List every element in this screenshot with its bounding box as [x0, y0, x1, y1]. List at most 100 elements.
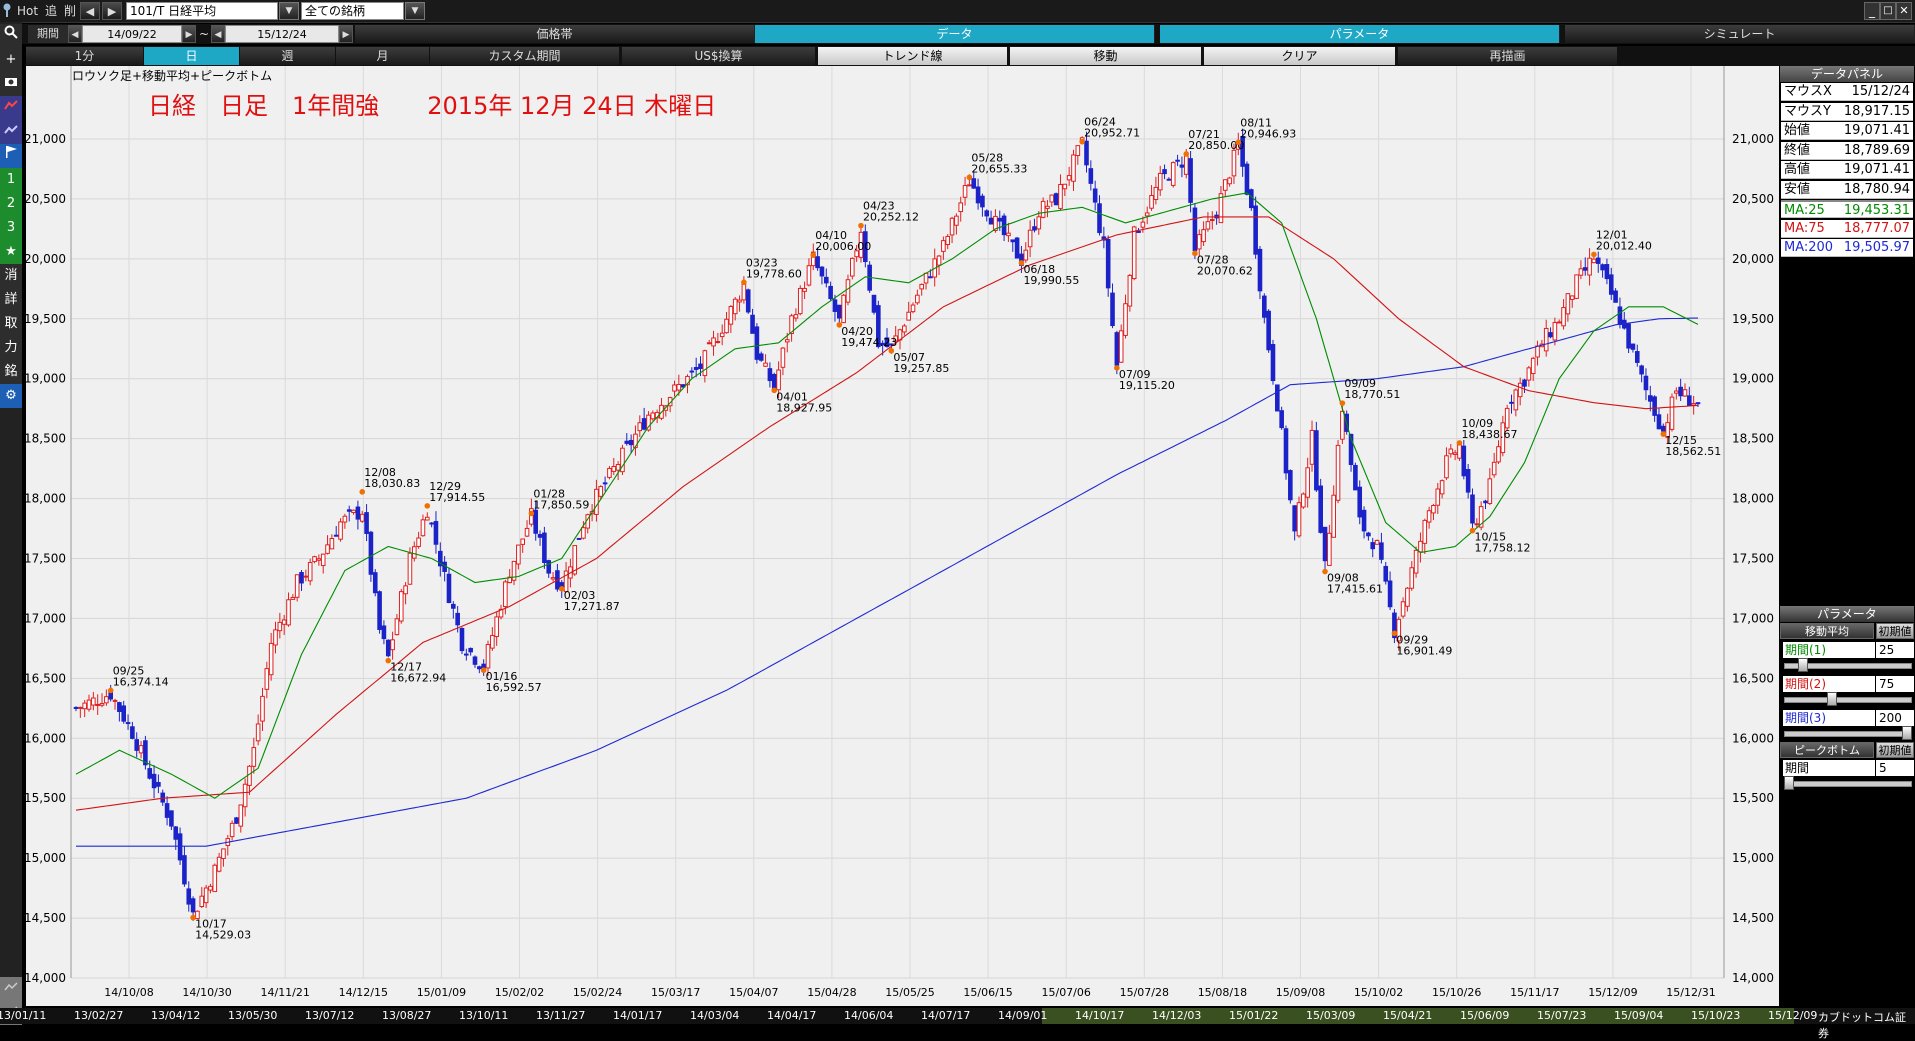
data-row: MA:200 19,505.97 [1781, 239, 1913, 257]
period1-slider[interactable] [1784, 663, 1912, 669]
tab-main-1[interactable]: データ [755, 25, 1155, 43]
period-start-prev-button[interactable]: ◀ [68, 25, 82, 43]
minimize-icon[interactable]: _ [1864, 2, 1880, 20]
chart-area[interactable]: 21,000 21,000 20,500 20,500 20,000 20,000 19,5… [24, 66, 1779, 1006]
peak-bottom-marker [1322, 568, 1328, 575]
pb-period-slider[interactable] [1784, 781, 1912, 787]
left-tool-8[interactable]: 3 [0, 216, 22, 240]
y-tick-label-right: 14,500 [1732, 911, 1774, 925]
peak-bottom-marker [1114, 365, 1120, 371]
maximize-icon[interactable]: □ [1880, 2, 1896, 20]
candle-body [1196, 234, 1202, 250]
tab-interval-2[interactable]: 週 [240, 47, 336, 65]
left-tool-4[interactable] [0, 120, 22, 144]
candle-body [490, 635, 495, 649]
candle-body [1396, 618, 1402, 642]
candle-body [1608, 274, 1614, 295]
candle-body [962, 185, 968, 198]
period1-input[interactable]: 25 [1876, 642, 1914, 658]
period2-slider[interactable] [1784, 697, 1912, 703]
tab-action-1[interactable]: US$換算 [622, 47, 816, 65]
left-tool-9[interactable]: ★ [0, 240, 22, 264]
period-end-next-button[interactable]: ▶ [339, 25, 353, 43]
candle-body [1491, 461, 1497, 476]
left-tool-10[interactable]: 消 [0, 264, 22, 288]
left-tool-11[interactable]: 詳 [0, 288, 22, 312]
candle-body [1643, 375, 1649, 391]
tab-action-3[interactable]: 移動 [1010, 47, 1202, 65]
x-tick-label: 15/11/17 [1510, 986, 1559, 999]
left-tool-15[interactable]: ⚙ [0, 384, 22, 408]
add-button[interactable]: 追 [45, 4, 58, 18]
period1-slider-thumb[interactable] [1798, 658, 1809, 672]
overview-date-label: 13/05/30 [228, 1009, 278, 1022]
period-start-next-button[interactable]: ▶ [182, 25, 196, 43]
tab-interval-1[interactable]: 日 [144, 47, 240, 65]
left-tool-1[interactable]: + [0, 48, 22, 72]
delete-button[interactable]: 削 [64, 4, 77, 18]
candle-body [854, 250, 859, 258]
prev-symbol-button[interactable]: ◀ [80, 2, 100, 20]
candle-body [771, 374, 777, 390]
symbol-dropdown-button[interactable]: ▼ [279, 2, 299, 20]
close-icon[interactable]: ✕ [1896, 2, 1912, 20]
tab-main-2[interactable]: パラメータ [1160, 25, 1560, 43]
left-tool-3[interactable] [0, 96, 22, 120]
tab-action-0[interactable]: カスタム期間 [430, 47, 620, 65]
pb-period-input[interactable]: 5 [1876, 760, 1914, 776]
candlestick-chart[interactable]: 21,000 21,000 20,500 20,500 20,000 20,000 19,5… [24, 66, 1779, 1006]
tab-main-0[interactable]: 価格帯 [355, 25, 755, 43]
chart-mini-icon[interactable] [0, 977, 22, 1001]
hot-button[interactable]: Hot [17, 4, 39, 18]
period3-slider[interactable] [1784, 731, 1912, 737]
next-symbol-button[interactable]: ▶ [102, 2, 122, 20]
period2-slider-thumb[interactable] [1827, 692, 1838, 706]
candle-body [858, 231, 864, 258]
left-tool-0[interactable] [0, 24, 22, 48]
period-end-field[interactable]: 15/12/24 [225, 25, 339, 43]
overview-highlight[interactable] [1042, 1008, 1794, 1024]
left-tool-label: 消 [4, 268, 18, 283]
left-tool-12[interactable]: 取 [0, 312, 22, 336]
left-tool-5[interactable] [0, 144, 22, 168]
period3-slider-thumb[interactable] [1901, 726, 1912, 740]
ma-reset-button[interactable]: 初期値 [1876, 623, 1914, 639]
period2-input[interactable]: 75 [1876, 676, 1914, 692]
candle-body [134, 739, 140, 751]
candle-body [156, 782, 161, 787]
candle-body [268, 642, 274, 676]
tab-interval-3[interactable]: 月 [336, 47, 430, 65]
left-tool-2[interactable] [0, 72, 22, 96]
filter-dropdown-button[interactable]: ▼ [405, 2, 425, 20]
tab-main-3[interactable]: シミュレート [1565, 25, 1915, 43]
candle-body [1296, 502, 1302, 537]
left-tool-6[interactable]: 1 [0, 168, 22, 192]
tab-interval-0[interactable]: 1分 [26, 47, 144, 65]
symbol-field[interactable]: 101/T 日経平均 [126, 2, 278, 20]
candle-body [1526, 367, 1532, 381]
pb-period-slider-thumb[interactable] [1784, 776, 1794, 790]
candle-body [1179, 164, 1185, 168]
filter-field[interactable]: 全ての銘柄 [301, 2, 404, 20]
tab-action-5[interactable]: 再描画 [1398, 47, 1618, 65]
period3-input[interactable]: 200 [1876, 710, 1914, 726]
candle-body [676, 383, 682, 391]
tab-action-4[interactable]: クリア [1204, 47, 1396, 65]
overview-axis[interactable]: 13/01/11 13/02/27 13/04/12 13/05/30 13/07/12… [0, 1008, 1915, 1040]
left-tool-14[interactable]: 銘 [0, 360, 22, 384]
left-tool-7[interactable]: 2 [0, 192, 22, 216]
candle-body [1331, 494, 1337, 538]
left-tool-13[interactable]: 力 [0, 336, 22, 360]
ma25-line [75, 192, 1699, 799]
period-end-prev-button[interactable]: ◀ [211, 25, 225, 43]
candle-body [1535, 345, 1540, 358]
y-tick-label-right: 16,000 [1732, 731, 1774, 745]
candle-body [1244, 163, 1250, 195]
interval-bar: 1分日週月カスタム期間 US$換算 トレンド線 移動 クリア 再描画 [26, 46, 1915, 66]
candle-body [1322, 526, 1328, 562]
tab-action-2[interactable]: トレンド線 [818, 47, 1008, 65]
period-start-field[interactable]: 14/09/22 [82, 25, 182, 43]
candle-body [1669, 396, 1675, 430]
candle-body [307, 562, 313, 582]
pb-reset-button[interactable]: 初期値 [1876, 742, 1914, 758]
